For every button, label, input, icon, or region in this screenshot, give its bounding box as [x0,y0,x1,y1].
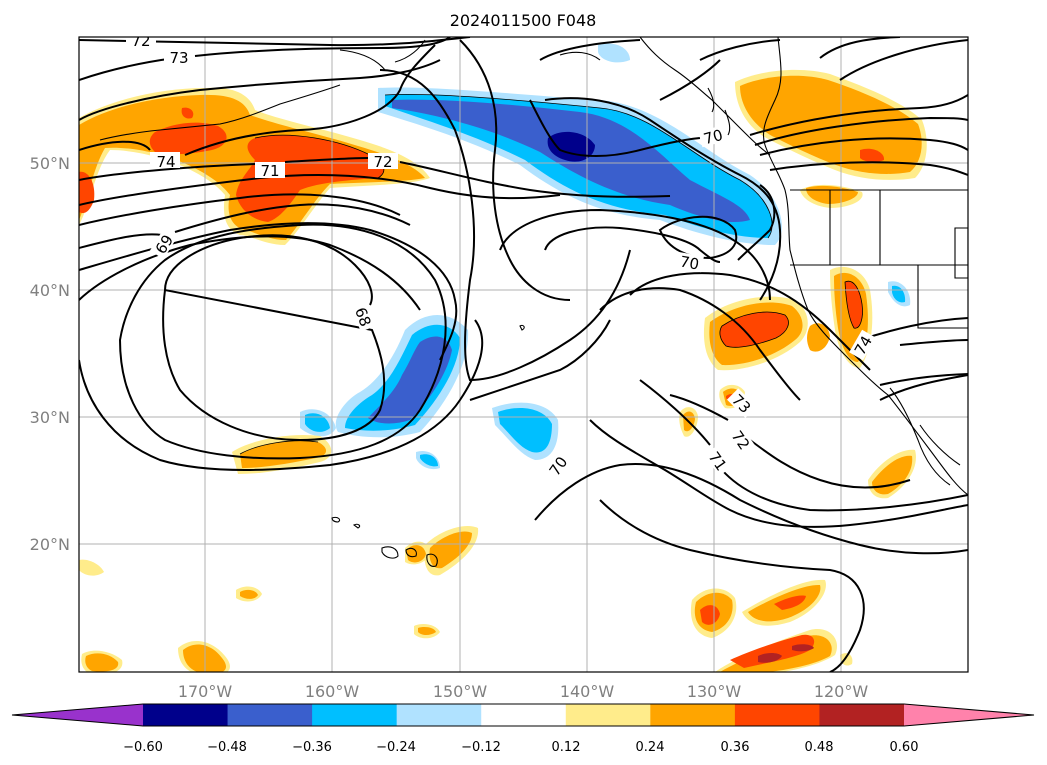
colorbar-cell [819,704,905,726]
contour-label: 71 [260,162,279,180]
colorbar-tick-label: −0.48 [207,740,247,755]
lon-label: 140°W [560,682,615,701]
graticule [79,37,968,672]
firebrick-fill [758,644,814,663]
colorbar-tick-label: −0.24 [376,740,416,755]
colorbar-tick-label: 0.12 [552,740,581,755]
colorbar-extension-min [12,704,143,726]
contour-label: 72 [131,32,150,50]
colorbar-tick-label: −0.12 [461,740,501,755]
colorbar-tick-label: −0.36 [292,740,332,755]
contour-label: 68 [351,305,374,329]
lat-label: 50°N [30,154,70,173]
contour-label: 70 [679,253,701,274]
colorbar-cell [312,704,398,726]
colorbar-extension-max [904,704,1034,726]
coastlines [99,37,968,567]
colorbar-tick-label: 0.60 [890,740,919,755]
map-frame [78,36,969,673]
orange-red-fill [79,107,885,668]
colorbar-cell [396,704,482,726]
colorbar-cell [481,704,567,726]
colorbar-cell [734,704,820,726]
lat-label: 20°N [30,535,70,554]
colorbar-cell [650,704,736,726]
lon-label: 160°W [305,682,360,701]
latitude-labels: 50°N 40°N 30°N 20°N [30,154,70,554]
colorbar-tick-label: 0.24 [636,740,665,755]
map-panel: 72 73 74 71 72 69 68 70 70 [79,32,968,672]
colorbar-tick-label: 0.48 [805,740,834,755]
contour-label: 74 [156,153,175,171]
contour-label: 70 [702,126,725,148]
contour-label: 72 [373,153,392,171]
lat-label: 40°N [30,281,70,300]
colorbar-tick-label: 0.36 [721,740,750,755]
colorbar-tick-label: −0.60 [123,740,163,755]
colorbar-cell [227,704,313,726]
longitude-labels: 170°W 160°W 150°W 140°W 130°W 120°W [178,682,869,701]
lon-label: 170°W [178,682,233,701]
shaded-anomaly-fields [79,43,927,672]
colorbar-tick-labels: −0.60 −0.48 −0.36 −0.24 −0.12 0.12 0.24 … [123,740,918,755]
colorbar-cell [143,704,229,726]
map-title: 2024011500 F048 [450,11,597,30]
lon-label: 150°W [433,682,488,701]
colorbar-cell [565,704,651,726]
lon-label: 120°W [814,682,869,701]
colorbar-outline [11,703,1035,727]
lon-label: 130°W [687,682,742,701]
navy-fill [547,131,595,162]
lat-label: 30°N [30,408,70,427]
contour-label: 73 [169,49,188,67]
colorbar: −0.60 −0.48 −0.36 −0.24 −0.12 0.12 0.24 … [11,703,1035,755]
